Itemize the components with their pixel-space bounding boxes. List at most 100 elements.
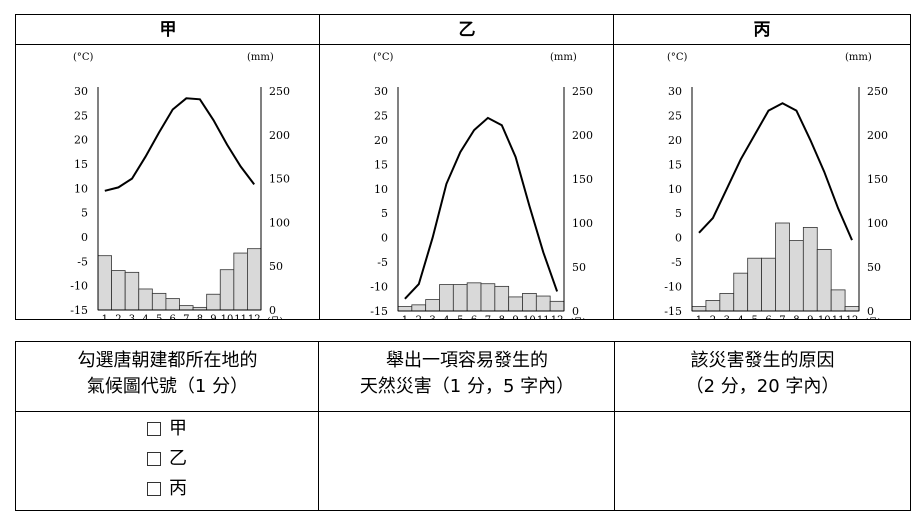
temp-unit-label: (°C) xyxy=(373,52,394,63)
month-tick-label: 4 xyxy=(443,315,449,319)
month-tick-label: 3 xyxy=(429,315,435,319)
precip-bar xyxy=(425,299,440,312)
month-tick-label: 7 xyxy=(183,314,189,319)
month-tick-label: 2 xyxy=(115,314,121,319)
precip-bar xyxy=(452,284,468,312)
precip-bar xyxy=(480,283,496,312)
month-tick-label: 2 xyxy=(416,315,422,319)
header-jia: 甲 xyxy=(16,15,320,45)
precip-bar xyxy=(789,240,804,312)
temp-tick-label: 10 xyxy=(668,183,682,196)
month-tick-label: 11 xyxy=(537,315,550,319)
precip-tick-label: 250 xyxy=(867,85,888,98)
precip-bar xyxy=(522,292,537,312)
temp-tick-label: -15 xyxy=(664,305,682,318)
temperature-line xyxy=(104,97,255,192)
checkbox-jia[interactable] xyxy=(147,422,161,436)
option-jia[interactable]: 甲 xyxy=(16,414,318,444)
precip-bar xyxy=(802,226,818,312)
precip-tick-label: 100 xyxy=(572,217,593,230)
month-tick-label: 6 xyxy=(765,315,771,319)
temp-tick-label: 30 xyxy=(374,85,388,98)
month-tick-label: 10 xyxy=(818,315,831,319)
climate-chart-jia-svg: (°C) (mm)302520151050-5-10-15250200150100… xyxy=(70,52,290,327)
temperature-line xyxy=(404,116,559,300)
question-cause-line1: 該災害發生的原因 xyxy=(690,350,835,371)
precip-bar xyxy=(775,222,790,312)
temp-tick-label: 25 xyxy=(74,109,88,122)
precip-bar xyxy=(124,271,140,311)
temp-tick-label: -5 xyxy=(77,255,88,268)
option-bing[interactable]: 丙 xyxy=(16,474,318,504)
temp-tick-label: 5 xyxy=(81,207,88,220)
precip-bar xyxy=(466,282,482,312)
month-tick-label: 12 xyxy=(551,315,564,319)
temp-tick-label: 15 xyxy=(374,158,388,171)
question-capital-line2: 氣候圖代號（1 分） xyxy=(86,376,249,397)
option-jia-label: 甲 xyxy=(169,418,187,439)
temp-tick-label: 20 xyxy=(668,134,682,147)
precip-tick-label: 0 xyxy=(867,305,874,318)
month-tick-label: 5 xyxy=(156,314,162,319)
temp-tick-label: -5 xyxy=(671,256,682,269)
climate-chart-bing-svg: (°C) (mm)302520151050-5-10-15250200150100… xyxy=(664,52,888,328)
question-capital-line1: 勾選唐朝建都所在地的 xyxy=(77,350,258,371)
temp-tick-label: -15 xyxy=(370,305,388,318)
month-tick-label: 12 xyxy=(846,315,859,319)
month-tick-label: 8 xyxy=(793,315,799,319)
option-bing-label: 丙 xyxy=(169,478,187,499)
precip-bar xyxy=(233,252,248,311)
precip-bar xyxy=(411,304,427,312)
precip-bar xyxy=(719,292,735,312)
option-yi[interactable]: 乙 xyxy=(16,444,318,474)
month-tick-label: 9 xyxy=(807,315,813,319)
temp-unit-label: (°C) xyxy=(667,52,688,63)
month-tick-label: 4 xyxy=(738,315,744,319)
precip-tick-label: 200 xyxy=(269,129,290,142)
capital-options: 甲 乙 丙 xyxy=(16,414,318,504)
temp-tick-label: 25 xyxy=(668,109,682,122)
month-tick-label: 9 xyxy=(210,314,216,319)
checkbox-bing[interactable] xyxy=(147,482,161,496)
month-unit-label: (月) xyxy=(570,317,586,319)
precip-bar xyxy=(165,298,180,311)
climate-chart-jia: (°C) (mm) 30 25 20 15 10 5 0 -5 -10 -15 250 200 150 100… xyxy=(16,46,319,327)
month-tick-label: 7 xyxy=(485,315,491,319)
answer-table: 勾選唐朝建都所在地的 氣候圖代號（1 分） 舉出一項容易發生的 天然災害（1 分… xyxy=(15,341,911,511)
temp-tick-label: -10 xyxy=(664,281,682,294)
precip-bar xyxy=(733,272,749,312)
checkbox-yi[interactable] xyxy=(147,452,161,466)
temp-tick-label: 0 xyxy=(381,232,388,245)
month-unit-label: (月) xyxy=(865,317,881,319)
precip-bar xyxy=(549,300,565,312)
month-tick-label: 4 xyxy=(142,314,148,319)
month-unit-label: (月) xyxy=(267,316,283,319)
temp-tick-label: -5 xyxy=(377,256,388,269)
column-divider xyxy=(319,15,320,319)
precip-bar xyxy=(439,284,454,312)
temp-tick-label: 5 xyxy=(381,207,388,220)
precip-tick-label: 50 xyxy=(269,260,283,273)
precip-bar xyxy=(747,257,762,312)
precip-bar xyxy=(179,305,194,311)
month-tick-label: 3 xyxy=(724,315,730,319)
temp-tick-label: 15 xyxy=(74,158,88,171)
month-tick-label: 11 xyxy=(234,314,247,319)
climate-chart-yi-svg: (°C) (mm)302520151050-5-10-15250200150100… xyxy=(370,52,593,328)
month-tick-label: 2 xyxy=(710,315,716,319)
precip-tick-label: 100 xyxy=(867,217,888,230)
month-tick-label: 8 xyxy=(499,315,505,319)
precip-bar xyxy=(97,255,112,311)
precip-bar xyxy=(111,270,126,311)
temp-tick-label: -15 xyxy=(70,304,88,317)
month-tick-label: 8 xyxy=(197,314,203,319)
temp-tick-label: 15 xyxy=(668,158,682,171)
temp-tick-label: 25 xyxy=(374,109,388,122)
month-tick-label: 1 xyxy=(402,315,408,319)
option-yi-label: 乙 xyxy=(169,448,187,469)
climate-chart-yi: (°C) (mm) 30 25 20 15 10 5 0 -5 -10 -15 250 200 150 100… xyxy=(320,46,613,328)
precip-tick-label: 200 xyxy=(867,129,888,142)
precip-tick-label: 150 xyxy=(269,173,290,186)
precip-bar xyxy=(206,293,221,311)
month-tick-label: 10 xyxy=(523,315,536,319)
